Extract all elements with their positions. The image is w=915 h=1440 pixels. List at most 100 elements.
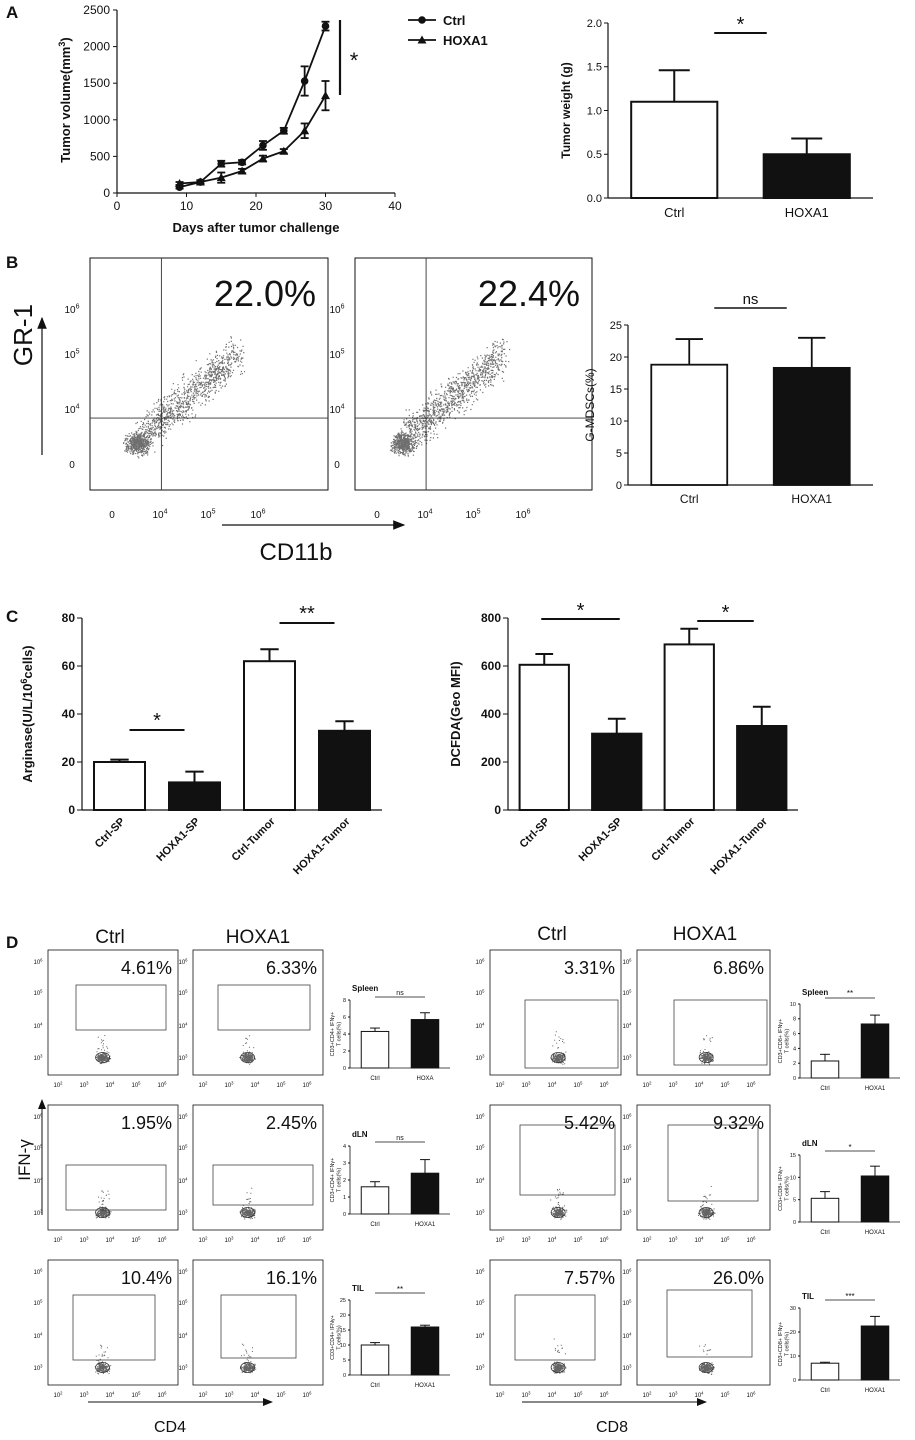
flow-plot-frame xyxy=(89,257,329,491)
flow-y-tick-label: 103 xyxy=(33,1053,43,1062)
flow-x-tick-label: 105 xyxy=(276,1080,286,1089)
flow-y-tick-label: 106 xyxy=(178,957,188,966)
flow-x-tick-label: 105 xyxy=(720,1390,730,1399)
category-label: HOXA1 xyxy=(865,1388,886,1394)
y-tick-label: 0 xyxy=(616,480,622,492)
category-label: Ctrl xyxy=(820,1388,829,1394)
A_weight-chart: 0.0 0.5 1.0 1.5 2.0 Ctrl HOXA1 Tumor weight (g)… xyxy=(559,14,873,220)
data-point-HOXA1 xyxy=(175,178,185,187)
flow-x-tick-label: 106 xyxy=(746,1080,756,1089)
flow-x-tick-label: 104 xyxy=(694,1235,704,1244)
category-label: Ctrl xyxy=(664,205,684,220)
flow-y-tick-label: 106 xyxy=(329,304,344,317)
y-tick-label: 0 xyxy=(343,1212,346,1218)
y-axis-label: Arginase(U/L/106cells) xyxy=(19,645,35,782)
D_cd8_spleen-chart: 0 2 4 6 8 10 Ctrl HOXA1 CD3+CD8+ IFNγ+ T cells(%)… xyxy=(778,988,900,1092)
panel-letter-a: A xyxy=(6,3,18,22)
category-label: HOXA1-Tumor xyxy=(291,815,353,877)
flow-y-tick-label: 103 xyxy=(178,1208,188,1217)
flow-d-plot-r3-c2: 16.1% 106 105 104 103 102 103 104 105 106 xyxy=(178,1259,324,1399)
panel-letter-d: D xyxy=(6,933,18,952)
y-axis-label: T cells(%) xyxy=(337,1022,343,1047)
D_cd8_dln-chart: 0 5 10 15 Ctrl HOXA1 CD3+CD8+ IFNγ+ T cells(%) d… xyxy=(778,1139,900,1236)
significance-label: * xyxy=(737,14,745,36)
significance-label: ns xyxy=(743,291,759,308)
flow-gate xyxy=(212,1164,314,1206)
y-tick-label: 2 xyxy=(343,1178,346,1184)
flow-x-tick-label: 103 xyxy=(224,1080,234,1089)
flow-x-tick-label: 105 xyxy=(720,1235,730,1244)
flow-events xyxy=(551,1338,567,1374)
flow-x-tick-label: 106 xyxy=(302,1235,312,1244)
flow-x-tick-label: 104 xyxy=(250,1080,260,1089)
bar-HOXA xyxy=(410,1019,440,1069)
flow-contour xyxy=(240,1207,256,1218)
y-tick-label: 10 xyxy=(790,1354,796,1360)
y-tick-label: 4 xyxy=(343,1144,346,1150)
flow-y-tick-label: 104 xyxy=(329,404,344,417)
flow-d-header-hoxa1-cd4: HOXA1 xyxy=(226,927,290,948)
y-axis-label: CD3+CD4+ IFNγ+ xyxy=(330,1158,336,1203)
y-tick-label: 8 xyxy=(343,998,346,1004)
flow-gate xyxy=(673,999,768,1066)
flow-x-tick-label: 104 xyxy=(547,1080,557,1089)
gate-percentage: 7.57% xyxy=(564,1268,615,1288)
flow-x-tick-label: 102 xyxy=(198,1390,208,1399)
bar-HOXA1 xyxy=(860,1175,890,1223)
gate-percentage: 4.61% xyxy=(121,958,172,978)
gate-percentage: 16.1% xyxy=(266,1268,317,1288)
flow-events xyxy=(123,336,246,459)
flow-y-tick-label: 104 xyxy=(475,1176,485,1185)
flow-y-tick-label: 0 xyxy=(334,460,340,471)
chart-title: TIL xyxy=(352,1284,364,1293)
flow-d-header-ctrl-cd8: Ctrl xyxy=(537,924,567,945)
y-tick-label: 10 xyxy=(790,1002,796,1008)
y-axis-label: Tumor weight (g) xyxy=(559,62,573,158)
y-tick-label: 0.5 xyxy=(587,149,602,161)
significance-label: * xyxy=(577,600,585,622)
flow-plot-frame xyxy=(192,949,324,1076)
bar-Ctrl xyxy=(650,363,729,486)
y-tick-label: 10 xyxy=(610,416,622,428)
flow-events xyxy=(96,1035,112,1065)
flow-x-tick-label: 102 xyxy=(495,1235,505,1244)
flow-y-tick-label: 106 xyxy=(33,1267,43,1276)
category-label: HOXA1 xyxy=(415,1383,436,1389)
flow-d-plot-r1-c1: 4.61% 106 105 104 103 102 103 104 105 106 xyxy=(33,949,179,1089)
flow-x-tick-label: 104 xyxy=(152,509,167,522)
flow-events xyxy=(94,1344,112,1375)
gate-percentage: 6.33% xyxy=(266,958,317,978)
flow-plot-frame xyxy=(192,1259,324,1386)
significance-label: ** xyxy=(299,603,315,625)
y-tick-label: 0 xyxy=(343,1066,346,1072)
y-tick-label: 6 xyxy=(793,1032,796,1038)
chart-title: dLN xyxy=(352,1130,368,1139)
y-axis-label: CD3+CD8+ IFNγ+ xyxy=(778,1322,784,1367)
flow-x-tick-label: 103 xyxy=(668,1080,678,1089)
flow-plot-frame xyxy=(636,1104,771,1231)
D_cd4_dln-chart: 0 1 2 3 4 Ctrl HOXA1 CD3+CD4+ IFNγ+ T cells(%) dL… xyxy=(330,1130,450,1228)
y-axis-label: DCFDA(Geo MFI) xyxy=(448,661,463,766)
y-tick-label: 25 xyxy=(610,320,622,332)
flow-x-tick-label: 102 xyxy=(495,1390,505,1399)
category-label: HOXA1-Tumor xyxy=(708,815,770,877)
flow-x-tick-label: 103 xyxy=(224,1390,234,1399)
flow-d-cd4-label: CD4 xyxy=(154,1419,186,1436)
x-tick-label: 10 xyxy=(180,199,194,213)
y-tick-label: 15 xyxy=(610,384,622,396)
flow-events xyxy=(239,1187,256,1220)
flow-events xyxy=(239,1343,257,1374)
flow-x-tick-label: 105 xyxy=(131,1080,141,1089)
y-tick-label: 1.0 xyxy=(587,105,602,117)
bar-Ctrl-SP xyxy=(518,663,570,811)
bar-Ctrl xyxy=(810,1060,840,1079)
flow-x-tick-label: 104 xyxy=(417,509,432,522)
significance-label: * xyxy=(848,1143,851,1152)
significance-label: ** xyxy=(397,1285,403,1294)
y-axis-label: CD3+CD8+ IFNγ+ xyxy=(778,1019,784,1064)
flow-x-tick-label: 105 xyxy=(276,1390,286,1399)
y-tick-label: 2500 xyxy=(83,3,110,17)
flow-events xyxy=(239,1035,256,1065)
flow-y-tick-label: 105 xyxy=(622,988,632,997)
